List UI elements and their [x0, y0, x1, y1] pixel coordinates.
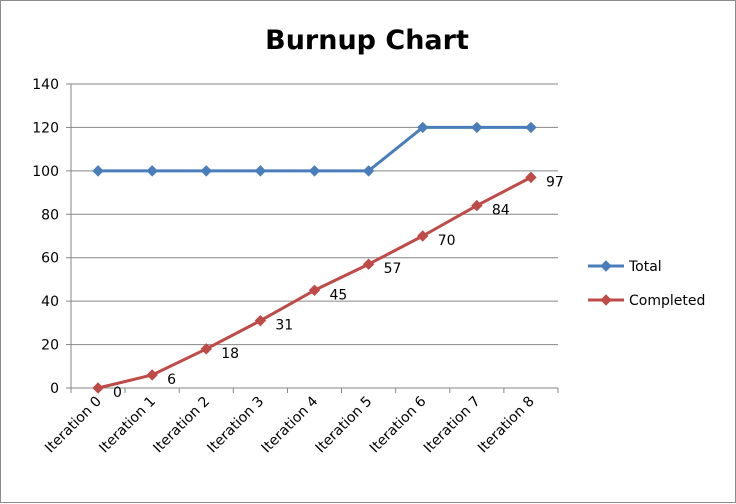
- point-completed-3: [254, 314, 267, 327]
- y-tick-label-0: 0: [50, 381, 59, 397]
- point-total-3: [254, 165, 267, 177]
- x-tick-label-0: Iteration 0: [42, 394, 105, 457]
- y-tick-label-80: 80: [41, 207, 59, 223]
- data-label-completed-2: 18: [221, 346, 239, 362]
- point-completed-7: [471, 199, 483, 212]
- data-label-completed-1: 6: [167, 372, 176, 388]
- data-label-completed-7: 84: [492, 203, 510, 219]
- x-tick-label-4: Iteration 4: [259, 393, 322, 456]
- data-label-completed-3: 31: [275, 318, 293, 334]
- y-tick-label-20: 20: [41, 338, 59, 354]
- x-tick-label-7: Iteration 7: [421, 394, 484, 457]
- point-total-0: [92, 165, 104, 177]
- point-completed-0: [92, 382, 104, 394]
- x-tick-label-3: Iteration 3: [204, 394, 267, 457]
- y-tick-label-40: 40: [41, 294, 59, 310]
- x-tick-label-1: Iteration 1: [96, 394, 159, 457]
- point-total-7: [471, 121, 483, 134]
- legend: Total Completed: [588, 259, 705, 309]
- point-completed-6: [417, 230, 429, 242]
- x-tick-label-6: Iteration 6: [367, 393, 430, 456]
- y-tick-label-60: 60: [41, 251, 59, 267]
- data-labels: 0 6 18 31 45 57 70 84 97: [113, 174, 564, 401]
- point-completed-1: [146, 369, 158, 381]
- legend-label-completed: Completed: [629, 293, 705, 309]
- y-tick-label-140: 140: [32, 77, 59, 93]
- point-completed-5: [362, 258, 375, 270]
- data-label-completed-8: 97: [546, 174, 564, 190]
- series-line-completed: [97, 176, 532, 390]
- x-tick-label-2: Iteration 2: [150, 394, 213, 457]
- data-label-completed-4: 45: [330, 287, 348, 303]
- legend-marker-total: [600, 260, 612, 272]
- point-total-8: [525, 121, 537, 134]
- point-completed-2: [200, 343, 212, 355]
- point-total-5: [362, 165, 375, 177]
- series-lines: [92, 121, 537, 394]
- point-total-4: [308, 165, 321, 177]
- data-label-completed-6: 70: [438, 233, 456, 249]
- legend-marker-completed: [600, 294, 612, 306]
- point-completed-8: [525, 171, 537, 184]
- legend-label-total: Total: [628, 259, 662, 275]
- x-tick-label-8: Iteration 8: [475, 394, 538, 457]
- data-label-completed-5: 57: [384, 261, 402, 277]
- point-total-1: [146, 165, 158, 177]
- point-total-6: [417, 121, 429, 134]
- point-completed-4: [308, 284, 321, 296]
- data-label-completed-0: 0: [113, 385, 122, 401]
- series-line-total: [98, 125, 531, 173]
- y-tick-label-100: 100: [32, 164, 59, 180]
- y-tick-label-120: 120: [32, 120, 59, 136]
- x-tick-label-5: Iteration 5: [313, 394, 376, 457]
- point-total-2: [200, 165, 212, 177]
- chart-title: Burnup Chart: [265, 25, 469, 56]
- gridlines: [71, 83, 558, 346]
